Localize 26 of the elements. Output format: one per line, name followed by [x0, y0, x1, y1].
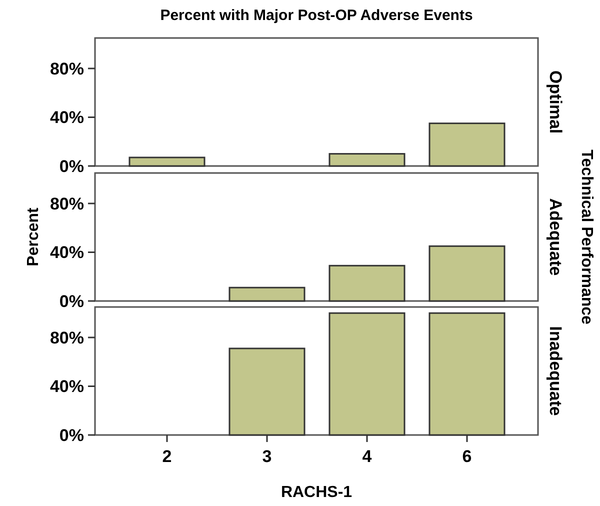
bar — [328, 264, 406, 302]
x-tick-label: 6 — [462, 447, 472, 466]
x-axis-title: RACHS-1 — [280, 484, 352, 501]
y-tick-label: 80% — [50, 59, 84, 78]
y2-axis-title: Technical Performance — [578, 150, 595, 325]
y-tick-label: 0% — [59, 292, 84, 311]
text: Adequate — [546, 198, 565, 276]
y-axis-title: Percent — [25, 206, 42, 266]
bar — [328, 153, 406, 167]
y-tick-label: 40% — [50, 243, 84, 262]
bar — [128, 156, 206, 167]
x-tick-label: 3 — [262, 447, 272, 466]
bar — [428, 245, 506, 302]
text: Inadequate — [546, 326, 565, 416]
y-tick-label: 0% — [59, 426, 84, 445]
y-tick-label: 80% — [50, 194, 84, 214]
text: Optimal — [546, 70, 565, 134]
y-tick-label: 40% — [50, 108, 84, 128]
x-tick-label: 2 — [162, 447, 172, 466]
bar — [428, 122, 506, 167]
chart-title: Percent with Major Post-OP Adverse Events — [160, 7, 473, 24]
y-tick-label: 80% — [50, 328, 84, 348]
x-tick-label: 4 — [362, 447, 372, 466]
y-tick-label: 0% — [59, 156, 84, 176]
y-tick-label: 40% — [50, 377, 84, 396]
bar — [228, 286, 306, 302]
